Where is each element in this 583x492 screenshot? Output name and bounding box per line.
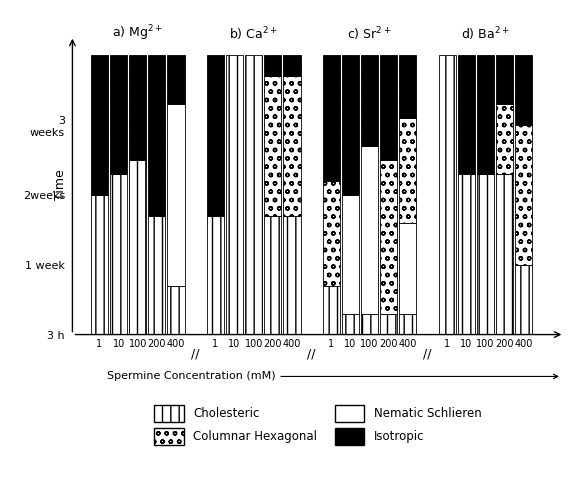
Bar: [380, 56, 397, 160]
Bar: [91, 56, 108, 195]
Bar: [129, 160, 146, 335]
Bar: [283, 56, 301, 76]
Bar: [342, 56, 359, 195]
Text: //: //: [191, 347, 200, 360]
Bar: [515, 265, 532, 335]
Bar: [110, 56, 127, 174]
Bar: [496, 56, 513, 104]
Bar: [167, 56, 185, 104]
Bar: [207, 56, 224, 216]
Bar: [148, 56, 166, 216]
Text: Spermine Concentration (mM): Spermine Concentration (mM): [107, 371, 558, 381]
Text: //: //: [423, 347, 432, 360]
Bar: [322, 56, 340, 181]
Bar: [226, 56, 243, 335]
Bar: [322, 286, 340, 335]
Bar: [264, 56, 282, 76]
Bar: [129, 56, 146, 160]
Bar: [361, 313, 378, 335]
Bar: [477, 174, 494, 335]
Text: Time: Time: [54, 169, 66, 200]
Bar: [148, 216, 166, 335]
Bar: [361, 146, 378, 313]
Bar: [477, 56, 494, 174]
Bar: [458, 174, 475, 335]
Bar: [399, 56, 416, 118]
Bar: [167, 286, 185, 335]
Text: c) Sr$^{2+}$: c) Sr$^{2+}$: [347, 25, 392, 43]
Bar: [283, 216, 301, 335]
Bar: [110, 174, 127, 335]
Bar: [515, 56, 532, 125]
Bar: [342, 195, 359, 313]
Bar: [496, 104, 513, 174]
Bar: [322, 181, 340, 286]
Bar: [167, 104, 185, 286]
Bar: [283, 76, 301, 216]
Bar: [399, 223, 416, 313]
Bar: [380, 160, 397, 313]
Bar: [399, 313, 416, 335]
Bar: [207, 216, 224, 335]
Bar: [361, 56, 378, 146]
Text: b) Ca$^{2+}$: b) Ca$^{2+}$: [229, 25, 278, 43]
Bar: [91, 195, 108, 335]
Bar: [245, 56, 262, 335]
Bar: [342, 313, 359, 335]
Bar: [515, 125, 532, 265]
Text: d) Ba$^{2+}$: d) Ba$^{2+}$: [461, 25, 510, 43]
Bar: [264, 216, 282, 335]
Bar: [264, 76, 282, 216]
Bar: [496, 174, 513, 335]
Legend: Cholesteric, Columnar Hexagonal, Nematic Schlieren, Isotropic: Cholesteric, Columnar Hexagonal, Nematic…: [149, 400, 486, 449]
Text: a) Mg$^{2+}$: a) Mg$^{2+}$: [113, 23, 163, 43]
Bar: [399, 118, 416, 223]
Bar: [380, 313, 397, 335]
Bar: [458, 56, 475, 174]
Bar: [438, 56, 456, 335]
Text: //: //: [307, 347, 316, 360]
